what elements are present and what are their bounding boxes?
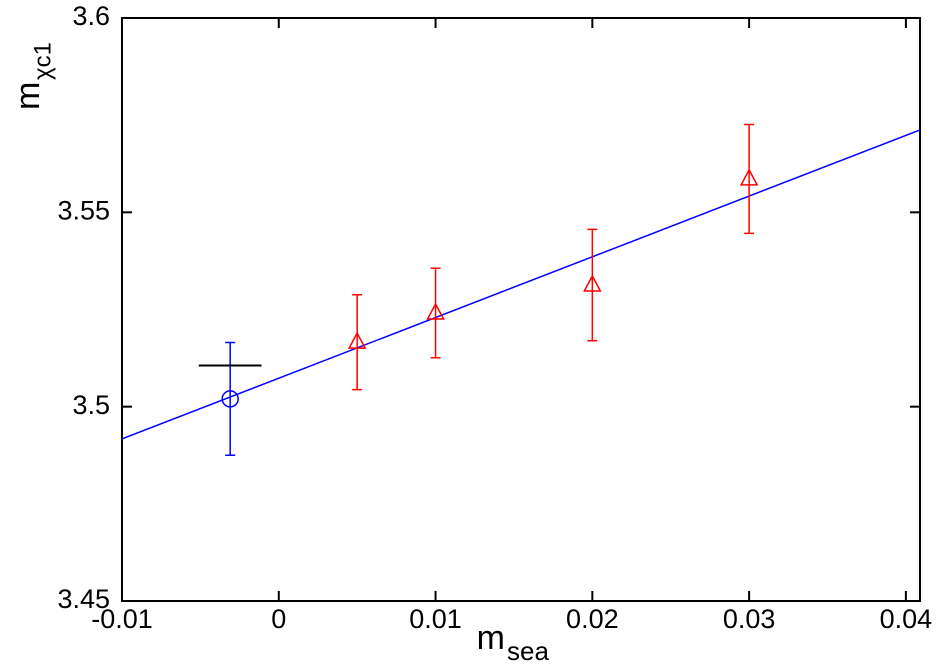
- y-axis-label-sub: χc1: [29, 42, 56, 80]
- error-bar: [225, 341, 236, 456]
- x-tick-label: 0: [271, 604, 286, 634]
- error-bar: [430, 267, 441, 359]
- error-bar: [744, 123, 755, 235]
- error-bar: [352, 293, 363, 391]
- x-axis-label-sub: sea: [507, 636, 549, 664]
- y-axis-label: m: [9, 82, 47, 110]
- error-bar: [587, 228, 598, 342]
- y-axis-label-group: m χc1: [9, 42, 56, 110]
- point: [347, 331, 367, 349]
- x-axis-label: m: [477, 619, 505, 657]
- x-tick-label: 0.02: [566, 604, 619, 634]
- x-tick-label: 0.01: [409, 604, 462, 634]
- x-tick-label: 0.04: [880, 604, 933, 634]
- point: [583, 274, 602, 292]
- y-tick-label: 3.45: [57, 584, 110, 614]
- fit-line: [121, 129, 921, 440]
- point: [739, 168, 759, 186]
- y-tick-label: 3.6: [72, 1, 110, 31]
- y-tick-label: 3.5: [72, 390, 110, 420]
- x-tick-label: -0.01: [91, 604, 153, 634]
- point: [221, 390, 239, 408]
- plot-frame: [121, 17, 921, 602]
- point: [426, 302, 445, 320]
- x-tick-label: 0.03: [723, 604, 776, 634]
- y-tick-label: 3.55: [57, 195, 110, 225]
